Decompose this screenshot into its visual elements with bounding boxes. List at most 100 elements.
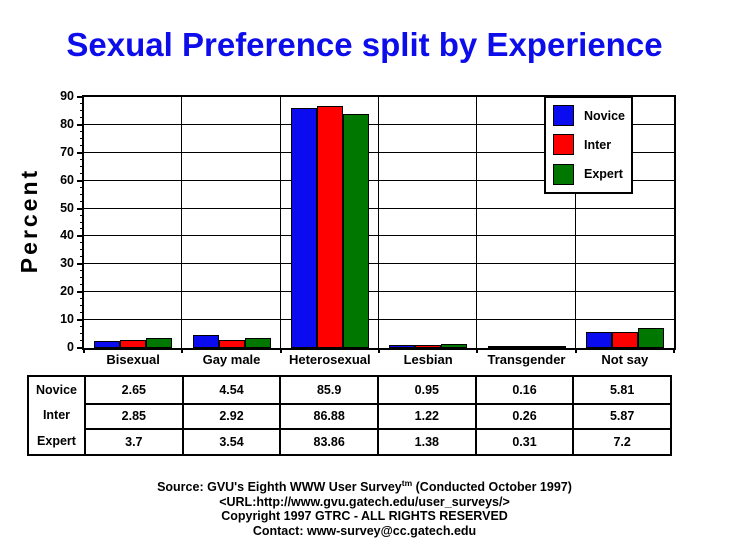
y-gridline [84, 263, 674, 265]
category-label: Lesbian [403, 352, 453, 367]
y-gridline [84, 235, 674, 237]
y-tick-label: 60 [60, 172, 74, 187]
bar-novice [290, 108, 317, 348]
y-tick-label: 40 [60, 228, 74, 243]
table-cell: 2.85 [84, 402, 182, 429]
y-gridline [84, 291, 674, 293]
x-axis-labels: Bisexual Gay male Heterosexual Lesbian Trans… [84, 352, 674, 368]
y-minor-tick [80, 256, 84, 258]
y-minor-tick [80, 144, 84, 146]
table-cell: 5.87 [572, 402, 670, 429]
y-major-tick [77, 179, 84, 182]
y-major-tick [77, 123, 84, 126]
bar-novice [192, 335, 219, 348]
y-minor-tick [80, 326, 84, 328]
table-cell: 83.86 [279, 428, 377, 454]
category-gridline [378, 97, 379, 348]
y-major-tick [77, 291, 84, 294]
bar-novice [94, 340, 121, 348]
table-cell: 5.81 [572, 377, 670, 403]
chart-title: Sexual Preference split by Experience [66, 26, 663, 63]
y-major-tick [77, 151, 84, 154]
table-cell: 0.31 [474, 428, 573, 454]
y-axis-title-wrap: Percent [8, 95, 52, 346]
y-major-tick [77, 235, 84, 238]
y-minor-tick [80, 116, 84, 118]
legend-item: Novice [546, 105, 631, 127]
table-row-header: Inter [42, 408, 71, 423]
y-minor-tick [80, 109, 84, 111]
copyright-line: Copyright 1997 GTRC - ALL RIGHTS RESERVE… [221, 509, 508, 524]
y-gridline [84, 179, 674, 181]
category-gridline [279, 97, 281, 348]
source-line: Source: GVU's Eighth WWW User Surveytm (… [0, 476, 729, 495]
y-minor-tick [80, 270, 84, 272]
y-gridline [84, 151, 674, 153]
y-major-tick [77, 319, 84, 322]
y-minor-tick [80, 137, 84, 139]
y-minor-tick [80, 200, 84, 202]
y-major-tick [77, 207, 84, 210]
y-minor-tick [80, 165, 84, 167]
data-table: Novice 2.65 4.54 85.9 0.95 0.16 5.81 Inter 2.85 2… [27, 375, 672, 456]
y-minor-tick [80, 186, 84, 188]
table-cell: 85.9 [279, 377, 377, 403]
bar-expert [342, 114, 369, 348]
table-cell: 4.54 [181, 377, 280, 403]
y-major-tick [77, 96, 84, 98]
table-cell: 7.2 [572, 428, 670, 454]
y-minor-tick [80, 193, 84, 195]
x-boundary-tick [181, 348, 184, 353]
x-boundary-tick [476, 348, 479, 353]
table-cell: 0.95 [376, 377, 475, 403]
category-gridline [181, 97, 183, 348]
x-boundary-tick [673, 348, 675, 353]
table-cell: 1.22 [376, 402, 475, 429]
y-tick-label: 90 [60, 89, 74, 103]
bar-inter [611, 331, 638, 348]
bar-inter [218, 339, 245, 348]
bar-inter [120, 340, 147, 348]
y-minor-tick [80, 312, 84, 314]
y-minor-tick [80, 333, 84, 335]
source-text: Source: GVU's Eighth WWW User Survey [157, 480, 402, 495]
category-label: Not say [601, 352, 649, 367]
y-major-tick [77, 263, 84, 266]
legend-swatch-expert [553, 163, 574, 185]
y-minor-tick [80, 284, 84, 286]
legend-swatch-novice [553, 105, 574, 127]
legend-item: Expert [546, 163, 631, 185]
legend-swatch-inter [553, 134, 574, 156]
bar-inter [415, 344, 442, 348]
y-major-tick [77, 347, 84, 349]
x-boundary-tick [279, 348, 282, 353]
y-minor-tick [80, 242, 84, 244]
bar-inter [513, 346, 540, 348]
y-minor-tick [80, 305, 84, 307]
y-minor-tick [80, 298, 84, 300]
y-gridline [84, 319, 674, 321]
category-label: Transgender [487, 352, 566, 367]
table-cell: 3.54 [181, 428, 280, 454]
x-boundary-tick [83, 348, 85, 353]
y-minor-tick [80, 172, 84, 174]
x-boundary-tick [574, 348, 577, 353]
bar-expert [244, 338, 271, 348]
y-gridline [84, 123, 674, 125]
y-minor-tick [80, 221, 84, 223]
y-minor-tick [80, 158, 84, 160]
y-minor-tick [80, 277, 84, 279]
y-gridline [84, 207, 674, 209]
contact-line: Contact: www-survey@cc.gatech.edu [252, 523, 477, 538]
y-tick-label: 50 [60, 200, 74, 215]
category-label: Bisexual [106, 352, 160, 367]
table-row-header: Novice [36, 382, 77, 397]
legend: Novice Inter Expert [544, 96, 633, 194]
table-cell: 2.92 [181, 402, 280, 429]
bar-expert [539, 346, 566, 348]
source-date: (Conducted October 1997) [412, 480, 572, 495]
category-gridline [476, 97, 478, 348]
y-minor-tick [80, 214, 84, 216]
table-cell: 2.65 [84, 377, 182, 403]
